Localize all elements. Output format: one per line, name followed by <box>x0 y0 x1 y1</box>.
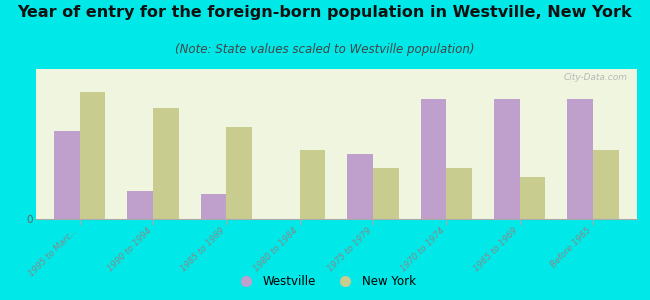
Text: City-Data.com: City-Data.com <box>564 74 628 82</box>
Bar <box>80 92 105 219</box>
Bar <box>300 150 326 219</box>
Legend: Westville, New York: Westville, New York <box>229 270 421 292</box>
Text: (Note: State values scaled to Westville population): (Note: State values scaled to Westville … <box>176 44 474 56</box>
Bar <box>520 178 545 219</box>
Text: Year of entry for the foreign-born population in Westville, New York: Year of entry for the foreign-born popul… <box>18 4 632 20</box>
Bar <box>153 108 179 219</box>
Bar <box>201 194 226 219</box>
Bar <box>593 150 619 219</box>
Bar <box>127 191 153 219</box>
Bar <box>226 127 252 219</box>
Bar <box>494 99 520 219</box>
Bar <box>347 154 373 219</box>
Bar <box>567 99 593 219</box>
Bar <box>54 131 80 219</box>
Bar <box>421 99 447 219</box>
Bar <box>373 168 398 219</box>
Bar <box>447 168 472 219</box>
